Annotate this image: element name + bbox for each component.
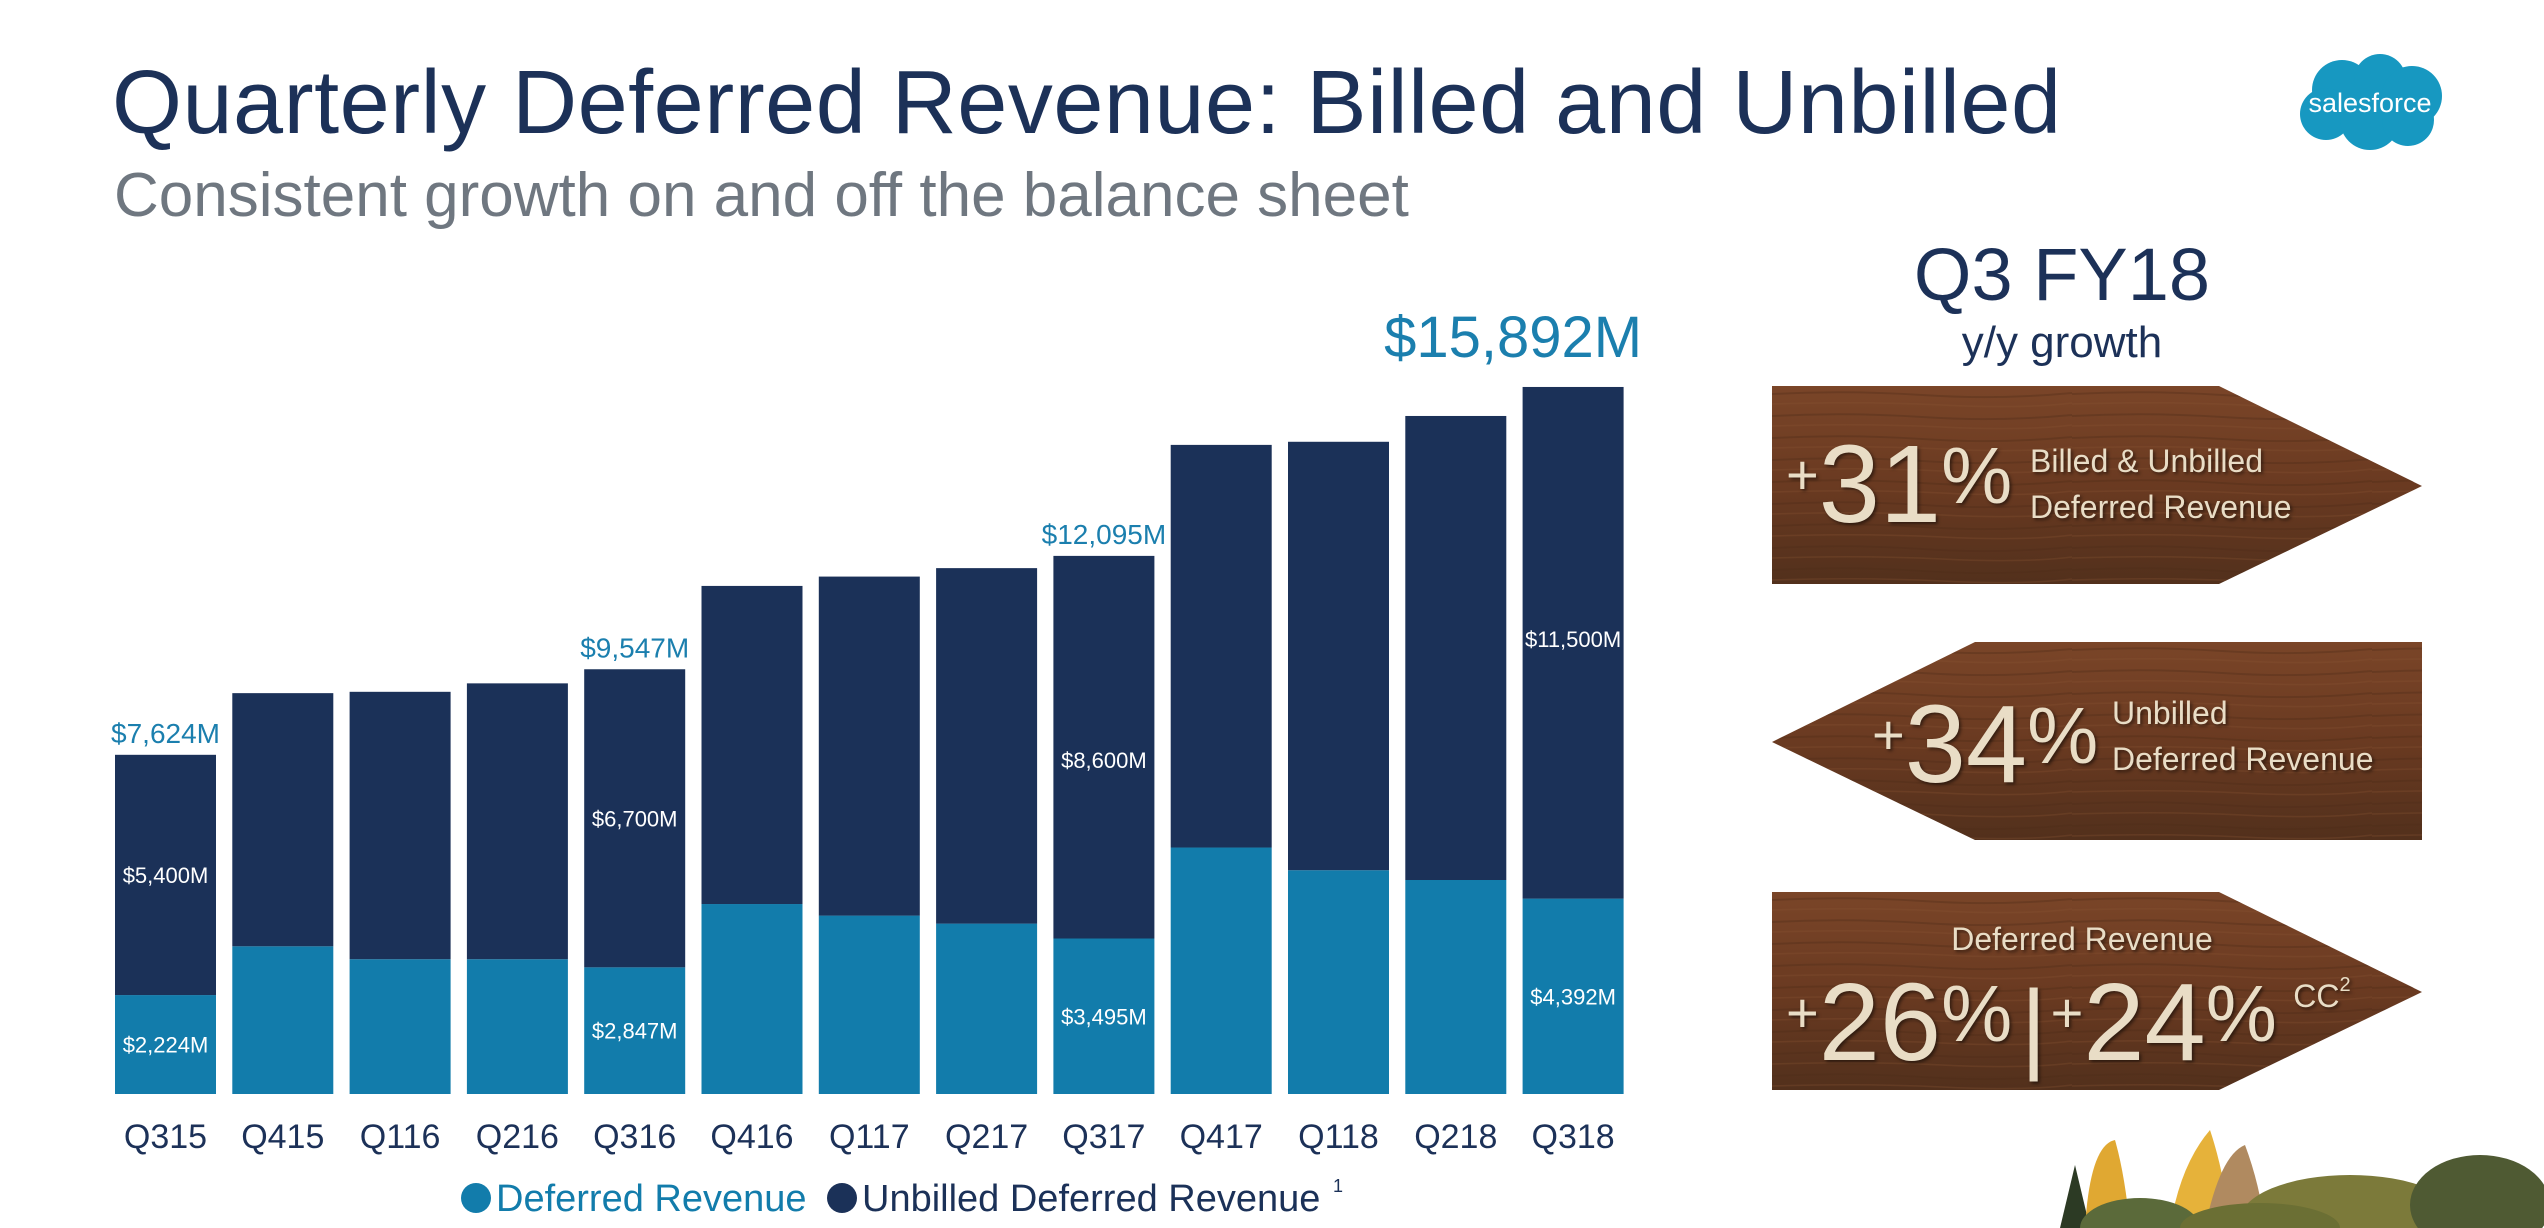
bar-unbilled-Q117 xyxy=(818,576,920,916)
bar-unbilled-Q317 xyxy=(1053,555,1155,939)
percent-sign: % xyxy=(1941,969,2013,1058)
percent-sign: % xyxy=(2027,691,2099,780)
growth-value: 26 xyxy=(1818,961,1942,1084)
bar-deferred-Q117 xyxy=(818,915,920,1094)
footnote-2: 2 xyxy=(2339,974,2351,996)
growth-sign-deferred: Deferred Revenue +26% |+24% CC2 xyxy=(1772,892,2422,1090)
bar-deferred-Q316 xyxy=(584,967,686,1094)
legend-swatch-deferred xyxy=(461,1183,491,1213)
x-tick-label: Q315 xyxy=(124,1118,207,1156)
data-label-deferred: $2,224M xyxy=(123,1033,209,1058)
data-label-total: $12,095M xyxy=(1042,519,1167,550)
bar-deferred-Q415 xyxy=(232,946,334,1094)
plus-sign: + xyxy=(2050,981,2084,1044)
bar-unbilled-Q316 xyxy=(584,669,686,968)
x-tick-label: Q316 xyxy=(593,1118,676,1156)
legend-footnote: 1 xyxy=(1333,1176,1343,1196)
data-label-unbilled: $5,400M xyxy=(123,863,209,888)
growth-label-line1: Billed & Unbilled xyxy=(2030,443,2264,479)
x-tick-label: Q417 xyxy=(1180,1118,1263,1156)
growth-label-line1: Unbilled xyxy=(2112,695,2228,731)
growth-sign-unbilled: +34% Unbilled Deferred Revenue xyxy=(1772,642,2422,840)
bar-deferred-Q315 xyxy=(115,995,216,1094)
growth-label-line2: Deferred Revenue xyxy=(2030,489,2292,525)
bar-deferred-Q116 xyxy=(349,959,451,1094)
growth-value: 31 xyxy=(1818,423,1942,546)
panel-subheading: y/y growth xyxy=(1961,318,2163,367)
bar-unbilled-Q417 xyxy=(1170,444,1272,848)
x-tick-label: Q117 xyxy=(829,1118,910,1156)
bar-deferred-Q118 xyxy=(1288,870,1389,1094)
bar-deferred-Q216 xyxy=(466,959,568,1094)
bar-unbilled-Q415 xyxy=(232,693,334,947)
bar-unbilled-Q217 xyxy=(936,568,1038,924)
growth-label-line2: Deferred Revenue xyxy=(2112,741,2374,777)
growth-value: 34 xyxy=(1904,683,2028,806)
x-tick-label: Q217 xyxy=(945,1118,1028,1156)
data-label-deferred: $4,392M xyxy=(1530,984,1616,1009)
salesforce-logo: salesforce xyxy=(2300,54,2442,150)
x-tick-label: Q218 xyxy=(1414,1118,1497,1156)
x-tick-label: Q118 xyxy=(1298,1118,1379,1156)
x-tick-label: Q116 xyxy=(360,1118,441,1156)
growth-title: Deferred Revenue xyxy=(1951,921,2213,957)
data-label-deferred: $3,495M xyxy=(1061,1004,1147,1029)
legend-label-unbilled: Unbilled Deferred Revenue xyxy=(862,1178,1320,1220)
bar-unbilled-Q216 xyxy=(466,683,568,960)
wood-arrow-right-icon xyxy=(1772,892,2422,1090)
data-label-deferred: $2,847M xyxy=(592,1019,678,1044)
data-label-unbilled: $8,600M xyxy=(1061,748,1147,773)
bar-deferred-Q217 xyxy=(936,923,1038,1094)
bar-unbilled-Q218 xyxy=(1405,415,1507,881)
plus-sign: + xyxy=(1786,981,1819,1044)
bar-deferred-Q317 xyxy=(1053,938,1155,1094)
x-tick-label: Q416 xyxy=(710,1118,793,1156)
plus-sign: + xyxy=(1786,443,1819,506)
bar-deferred-Q417 xyxy=(1170,847,1272,1094)
legend-label-deferred: Deferred Revenue xyxy=(496,1178,807,1220)
bar-unbilled-Q318 xyxy=(1522,386,1624,899)
panel-heading: Q3 FY18 xyxy=(1913,233,2211,316)
x-tick-label: Q318 xyxy=(1532,1118,1615,1156)
growth-sign-billed-unbilled: +31% Billed & Unbilled Deferred Revenue xyxy=(1772,386,2422,584)
wood-arrow-right-icon xyxy=(1772,386,2422,584)
page-title: Quarterly Deferred Revenue: Billed and U… xyxy=(112,53,2062,153)
x-tick-label: Q216 xyxy=(476,1118,559,1156)
legend-swatch-unbilled xyxy=(827,1183,857,1213)
autumn-trees-illustration xyxy=(2060,1130,2544,1228)
x-tick-label: Q415 xyxy=(241,1118,324,1156)
data-label-unbilled: $11,500M xyxy=(1525,627,1621,652)
bar-unbilled-Q315 xyxy=(115,754,216,996)
bar-unbilled-Q416 xyxy=(701,585,803,905)
bar-unbilled-Q116 xyxy=(349,691,451,960)
bar-unbilled-Q118 xyxy=(1288,441,1389,871)
percent-sign: % xyxy=(2205,969,2277,1058)
plus-sign: + xyxy=(1872,703,1905,766)
x-tick-label: Q317 xyxy=(1062,1118,1145,1156)
percent-sign: % xyxy=(1941,431,2013,520)
constant-currency-label: CC xyxy=(2293,978,2340,1014)
growth-value-cc: 24 xyxy=(2083,961,2206,1084)
data-label-total: $9,547M xyxy=(580,632,689,663)
data-label-total: $15,892M xyxy=(1384,305,1642,370)
bar-deferred-Q416 xyxy=(701,904,803,1094)
wood-arrow-left-icon xyxy=(1772,642,2422,840)
stacked-bar-chart: Q315 $2,224M $5,400M $7,624M Q415 Q116 Q216 Q31… xyxy=(111,305,1642,1220)
page-subtitle: Consistent growth on and off the balance… xyxy=(114,161,1409,230)
data-label-unbilled: $6,700M xyxy=(592,806,678,831)
bar-deferred-Q218 xyxy=(1405,880,1507,1094)
svg-text:salesforce: salesforce xyxy=(2308,88,2431,118)
bar-deferred-Q318 xyxy=(1522,898,1624,1094)
data-label-total: $7,624M xyxy=(111,718,220,749)
separator: | xyxy=(2020,970,2047,1082)
